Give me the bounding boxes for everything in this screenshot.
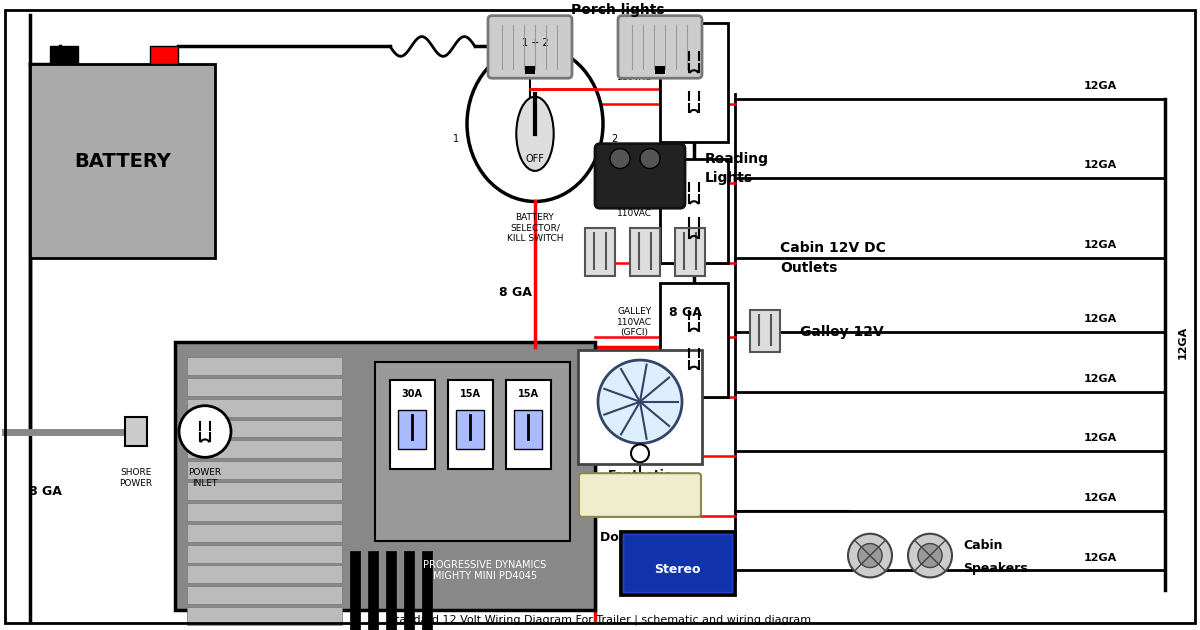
Text: Cabin 12V DC: Cabin 12V DC [780, 241, 886, 255]
Bar [187, 524, 342, 542]
Bar [586, 228, 616, 276]
Text: 12GA: 12GA [1084, 374, 1117, 384]
Bar [623, 534, 732, 592]
Text: 15A: 15A [517, 389, 539, 399]
FancyBboxPatch shape [580, 473, 701, 517]
FancyBboxPatch shape [618, 16, 702, 78]
FancyBboxPatch shape [595, 144, 685, 208]
Bar [187, 461, 342, 479]
Text: 12GA: 12GA [1084, 81, 1117, 91]
Bar [578, 350, 702, 464]
Text: POWER
INLET: POWER INLET [188, 468, 222, 488]
Circle shape [179, 406, 230, 457]
Text: 15A: 15A [460, 389, 480, 399]
Text: BATTERY: BATTERY [74, 152, 170, 171]
Bar [660, 23, 728, 142]
Text: 12GA: 12GA [1178, 326, 1188, 359]
Bar [187, 566, 342, 583]
Circle shape [640, 149, 660, 168]
Text: PROGRESSIVE DYNAMICS
MIGHTY MINI PD4045: PROGRESSIVE DYNAMICS MIGHTY MINI PD4045 [424, 559, 547, 581]
Bar [630, 228, 660, 276]
Bar [404, 551, 414, 630]
Circle shape [908, 534, 952, 578]
Bar [187, 440, 342, 458]
Text: 30A: 30A [402, 389, 422, 399]
Text: 12GA: 12GA [1084, 553, 1117, 563]
Bar [187, 607, 342, 625]
Text: 1: 1 [452, 134, 458, 144]
Bar [660, 283, 728, 397]
Bar [187, 420, 342, 437]
Bar [150, 47, 178, 64]
Circle shape [598, 360, 682, 444]
Text: 8 GA: 8 GA [29, 484, 61, 498]
Bar [50, 47, 78, 64]
Text: CABIN
110VAC: CABIN 110VAC [617, 198, 652, 218]
Bar [456, 410, 484, 449]
Bar [526, 66, 535, 74]
FancyBboxPatch shape [488, 16, 572, 78]
Bar [125, 416, 148, 447]
Bar [350, 551, 360, 630]
Bar [386, 551, 396, 630]
Text: OFF: OFF [526, 154, 545, 164]
Text: Standard 12 Volt Wiring Diagram For Trailer | schematic and wiring diagram: Standard 12 Volt Wiring Diagram For Trai… [389, 614, 811, 625]
Bar [187, 482, 342, 500]
Text: 1 + 2: 1 + 2 [522, 38, 548, 49]
Bar [187, 357, 342, 375]
Text: Lights: Lights [706, 171, 754, 185]
Text: SHORE
POWER: SHORE POWER [120, 468, 152, 488]
Text: 8 GA: 8 GA [668, 306, 702, 319]
Text: 12GA: 12GA [1084, 240, 1117, 250]
Circle shape [858, 544, 882, 568]
Bar [660, 159, 728, 263]
Circle shape [631, 444, 649, 462]
Bar [187, 545, 342, 563]
Bar [30, 64, 215, 258]
Text: 12GA: 12GA [1084, 161, 1117, 171]
Circle shape [610, 149, 630, 168]
Text: Cabin: Cabin [964, 539, 1002, 552]
Text: BATTERY
SELECTOR/
KILL SWITCH: BATTERY SELECTOR/ KILL SWITCH [506, 213, 563, 243]
Text: Galley 12V: Galley 12V [800, 325, 883, 340]
Bar [175, 342, 595, 610]
Text: 8 GA: 8 GA [498, 286, 532, 299]
Circle shape [848, 534, 892, 578]
Bar [187, 378, 342, 396]
Text: Reading: Reading [706, 152, 769, 166]
Bar [655, 66, 665, 74]
Bar [674, 228, 706, 276]
Text: Fan: Fan [628, 483, 653, 496]
Bar [398, 410, 426, 449]
Text: Stereo: Stereo [654, 563, 701, 576]
Bar [374, 362, 570, 541]
Bar [448, 380, 493, 469]
Bar [506, 380, 551, 469]
Ellipse shape [467, 46, 604, 202]
Text: Speakers: Speakers [964, 562, 1027, 575]
Text: Porch lights: Porch lights [571, 3, 665, 16]
Ellipse shape [516, 96, 553, 171]
Text: Dome Light: Dome Light [600, 530, 680, 544]
Bar [620, 530, 734, 595]
Bar [187, 503, 342, 521]
Bar [750, 311, 780, 352]
Circle shape [918, 544, 942, 568]
Bar [187, 587, 342, 604]
Bar [390, 380, 436, 469]
Text: 2: 2 [611, 134, 617, 144]
Bar [187, 399, 342, 416]
Text: Fantastic: Fantastic [608, 469, 672, 482]
Bar [514, 410, 542, 449]
Text: GALLEY
110VAC
(GFCI): GALLEY 110VAC (GFCI) [617, 307, 652, 337]
Text: Outlets: Outlets [780, 261, 838, 275]
Bar [422, 551, 432, 630]
Bar [368, 551, 378, 630]
Text: 12GA: 12GA [1084, 493, 1117, 503]
Text: 12GA: 12GA [1084, 314, 1117, 324]
Text: 12GA: 12GA [1084, 433, 1117, 444]
Text: CABIN
110VAC: CABIN 110VAC [617, 62, 652, 82]
